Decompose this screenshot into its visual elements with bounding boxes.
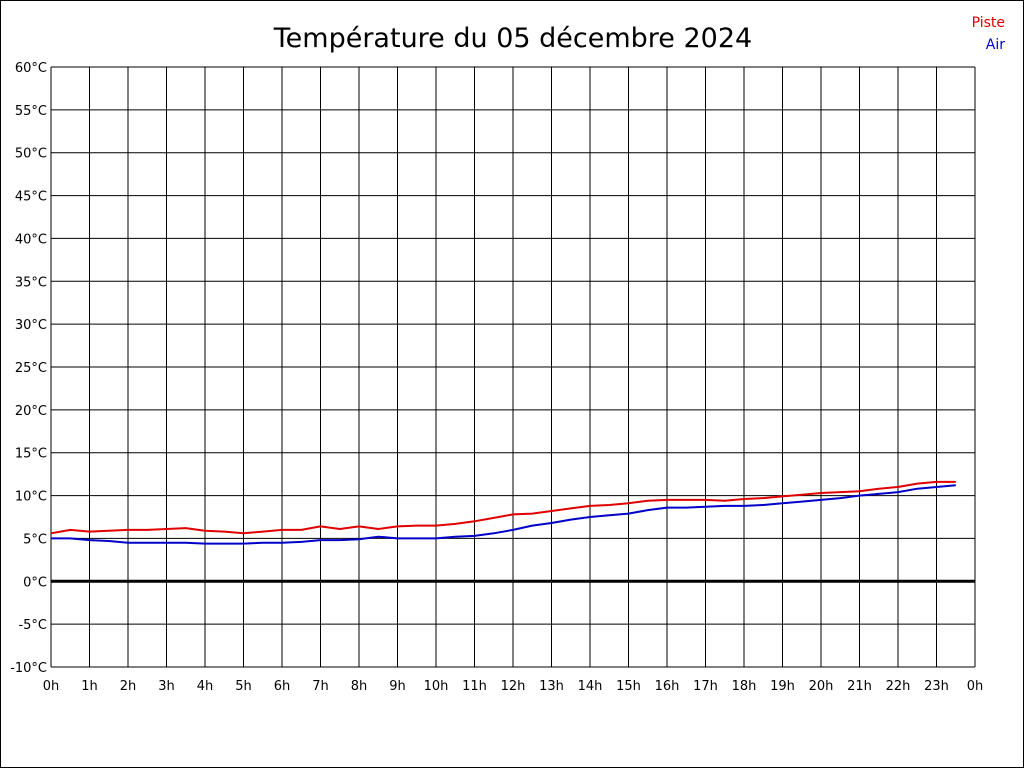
x-tick-label: 16h — [655, 679, 680, 694]
x-tick-label: 14h — [578, 679, 603, 694]
x-tick-label: 21h — [847, 679, 872, 694]
x-tick-label: 15h — [616, 679, 641, 694]
legend: Piste Air — [972, 15, 1006, 53]
chart-title: Température du 05 décembre 2024 — [273, 23, 752, 54]
x-tick-label: 0h — [43, 679, 60, 694]
x-tick-label: 3h — [158, 679, 175, 694]
y-tick-label: 50°C — [15, 147, 47, 162]
x-tick-label: 17h — [693, 679, 718, 694]
x-tick-label: 10h — [424, 679, 449, 694]
y-axis-ticks: 60°C 55°C 50°C 45°C 40°C 35°C 30°C 25°C 20°C 15°C… — [10, 61, 47, 676]
y-tick-label: 45°C — [15, 190, 47, 205]
y-tick-label: -5°C — [18, 618, 47, 633]
y-tick-label: 30°C — [15, 318, 47, 333]
y-tick-label: 20°C — [15, 404, 47, 419]
x-tick-label: 19h — [770, 679, 795, 694]
y-tick-label: 55°C — [15, 104, 47, 119]
series-line-air — [51, 484, 956, 545]
x-tick-label: 12h — [501, 679, 526, 694]
x-tick-label: 7h — [312, 679, 329, 694]
x-tick-label: 5h — [235, 679, 252, 694]
x-tick-label: 9h — [389, 679, 406, 694]
series-line-piste — [50, 480, 956, 535]
y-tick-label: 0°C — [23, 575, 47, 590]
y-tick-label: -10°C — [10, 661, 47, 676]
y-tick-label: 60°C — [15, 61, 47, 76]
grid — [50, 66, 976, 668]
x-tick-label: 1h — [81, 679, 98, 694]
y-tick-label: 5°C — [23, 532, 47, 547]
x-tick-label: 8h — [351, 679, 368, 694]
x-tick-label: 11h — [462, 679, 487, 694]
y-tick-label: 15°C — [15, 447, 47, 462]
legend-entry-piste: Piste — [972, 15, 1005, 31]
x-axis-ticks: 0h 1h 2h 3h 4h 5h 6h 7h 8h 9h 10h 11h 12h 13h 14h 15h 16… — [43, 679, 984, 694]
x-tick-label: 20h — [809, 679, 834, 694]
y-tick-label: 25°C — [15, 361, 47, 376]
x-tick-label: 2h — [120, 679, 137, 694]
x-tick-label: 22h — [886, 679, 911, 694]
x-tick-label: 23h — [924, 679, 949, 694]
x-tick-label: 4h — [197, 679, 214, 694]
y-tick-label: 40°C — [15, 232, 47, 247]
y-tick-label: 35°C — [15, 275, 47, 290]
legend-entry-air: Air — [986, 37, 1005, 53]
x-tick-label: 18h — [732, 679, 757, 694]
x-tick-label: 0h — [967, 679, 984, 694]
x-tick-label: 13h — [539, 679, 564, 694]
y-tick-label: 10°C — [15, 490, 47, 505]
series-lines — [50, 480, 956, 545]
x-tick-label: 6h — [274, 679, 291, 694]
